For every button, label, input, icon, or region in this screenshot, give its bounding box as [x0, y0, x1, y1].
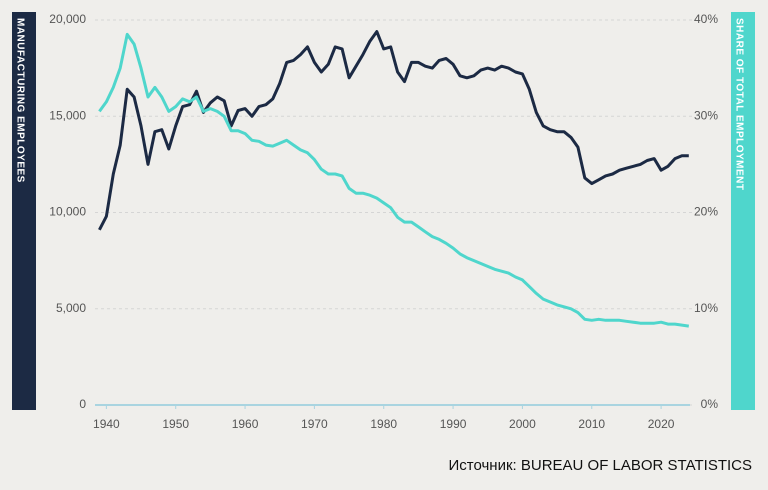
x-tick-label: 2010 — [578, 417, 605, 431]
x-tick-label: 1960 — [232, 417, 259, 431]
y-tick-label: 0 — [79, 397, 86, 411]
y-tick-label: 5,000 — [56, 301, 86, 315]
y2-tick-label: 20% — [694, 205, 718, 219]
y-tick-label: 15,000 — [49, 108, 86, 122]
right-axis-band — [731, 12, 755, 410]
y-tick-label: 10,000 — [49, 205, 86, 219]
x-tick-label: 2020 — [648, 417, 675, 431]
x-tick-label: 1970 — [301, 417, 328, 431]
left-axis-title: MANUFACTURING EMPLOYEES — [14, 18, 25, 183]
y2-tick-label: 10% — [694, 301, 718, 315]
y2-tick-label: 40% — [694, 12, 718, 26]
x-tick-label: 2000 — [509, 417, 536, 431]
right-axis-title: SHARE OF TOTAL EMPLOYMENT — [733, 18, 744, 191]
y2-tick-label: 0% — [701, 397, 719, 411]
source-note: Источник: BUREAU OF LABOR STATISTICS — [448, 457, 752, 474]
series-line — [98, 30, 689, 231]
x-tick-label: 1940 — [93, 417, 120, 431]
y-tick-label: 20,000 — [49, 12, 86, 26]
left-axis-band — [12, 12, 36, 410]
series-line — [98, 32, 690, 328]
x-tick-label: 1950 — [162, 417, 189, 431]
x-tick-label: 1990 — [440, 417, 467, 431]
y2-tick-label: 30% — [694, 108, 718, 122]
x-tick-label: 1980 — [370, 417, 397, 431]
